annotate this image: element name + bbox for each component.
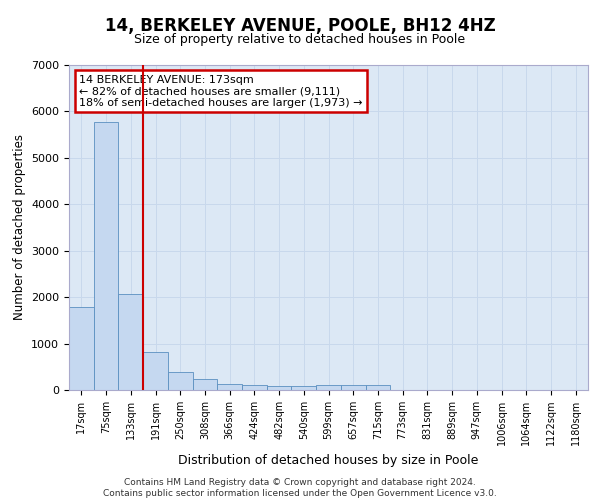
Bar xyxy=(341,386,365,390)
Bar xyxy=(193,380,217,390)
Bar xyxy=(267,386,292,390)
Bar xyxy=(316,386,341,390)
Text: 14 BERKELEY AVENUE: 173sqm
← 82% of detached houses are smaller (9,111)
18% of s: 14 BERKELEY AVENUE: 173sqm ← 82% of deta… xyxy=(79,74,363,108)
Text: 14, BERKELEY AVENUE, POOLE, BH12 4HZ: 14, BERKELEY AVENUE, POOLE, BH12 4HZ xyxy=(104,18,496,36)
Text: Size of property relative to detached houses in Poole: Size of property relative to detached ho… xyxy=(134,32,466,46)
Bar xyxy=(143,352,168,390)
Bar xyxy=(242,386,267,390)
Bar xyxy=(168,372,193,390)
Text: Contains HM Land Registry data © Crown copyright and database right 2024.
Contai: Contains HM Land Registry data © Crown c… xyxy=(103,478,497,498)
Y-axis label: Number of detached properties: Number of detached properties xyxy=(13,134,26,320)
Bar xyxy=(118,294,143,390)
Bar xyxy=(292,386,316,390)
Bar xyxy=(69,308,94,390)
Bar xyxy=(365,386,390,390)
X-axis label: Distribution of detached houses by size in Poole: Distribution of detached houses by size … xyxy=(178,454,479,466)
Bar xyxy=(217,384,242,390)
Bar xyxy=(94,122,118,390)
